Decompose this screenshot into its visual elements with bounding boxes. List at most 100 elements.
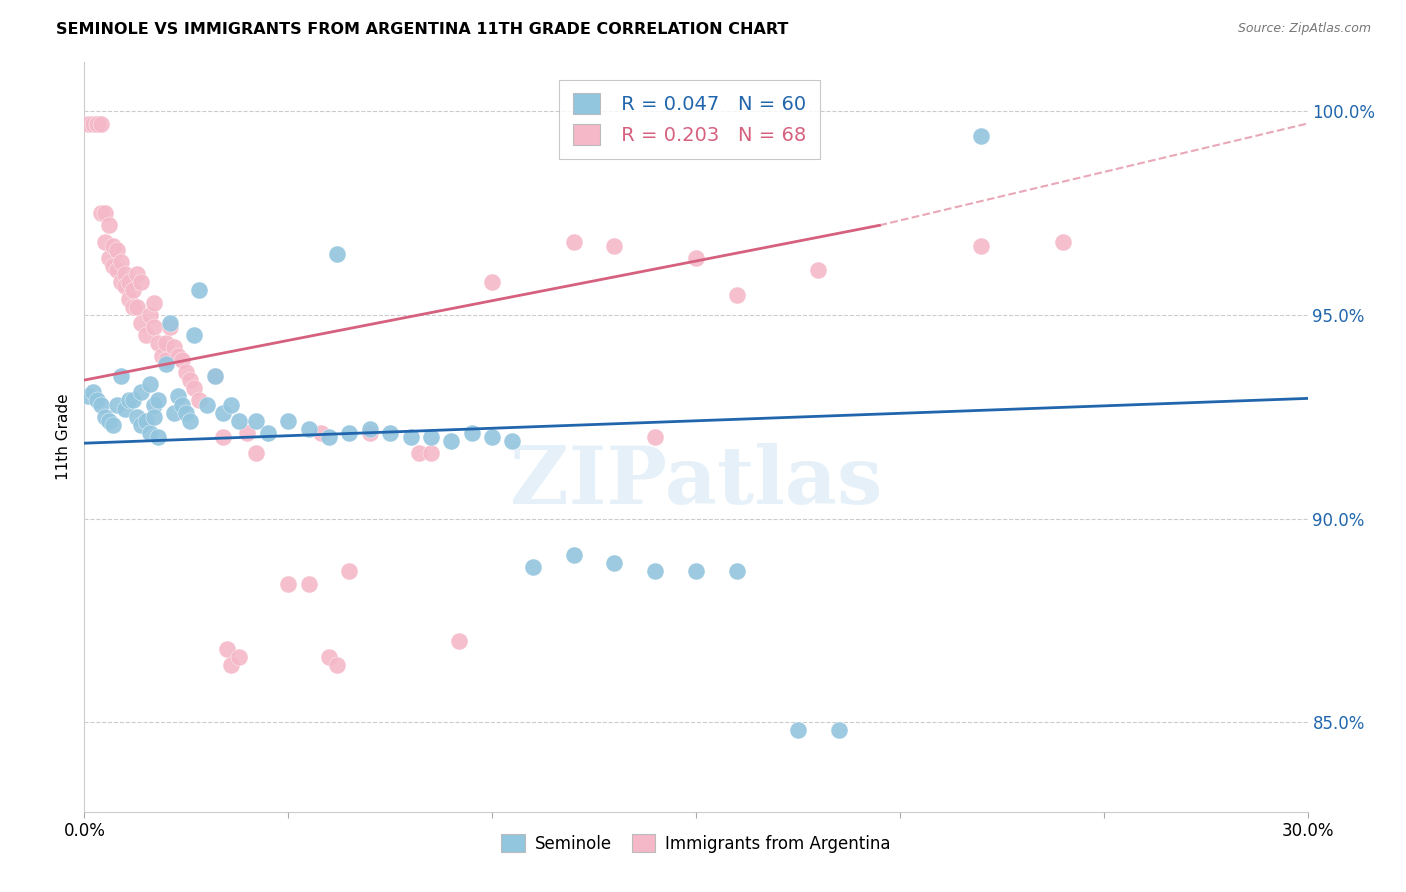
Point: [159, 316, 181, 330]
Point: [502, 434, 524, 449]
Point: [101, 259, 124, 273]
Point: [138, 425, 160, 440]
Point: [245, 446, 267, 460]
Point: [179, 414, 201, 428]
Point: [142, 295, 165, 310]
Point: [309, 425, 332, 440]
Point: [127, 409, 149, 424]
Point: [97, 219, 120, 233]
Point: [183, 328, 205, 343]
Point: [110, 255, 132, 269]
Point: [399, 430, 422, 444]
Point: [212, 406, 235, 420]
Point: [725, 565, 748, 579]
Point: [90, 206, 112, 220]
Point: [204, 369, 226, 384]
Point: [257, 425, 280, 440]
Point: [86, 116, 108, 130]
Point: [461, 425, 484, 440]
Point: [167, 389, 190, 403]
Point: [298, 422, 321, 436]
Point: [359, 422, 381, 436]
Point: [135, 328, 157, 343]
Point: [326, 658, 349, 673]
Point: [219, 658, 242, 673]
Point: [204, 369, 226, 384]
Point: [97, 251, 120, 265]
Point: [105, 243, 128, 257]
Point: [127, 267, 149, 281]
Point: [142, 320, 165, 334]
Point: [105, 397, 128, 411]
Point: [174, 406, 197, 420]
Point: [167, 349, 190, 363]
Point: [174, 365, 197, 379]
Point: [77, 116, 100, 130]
Text: ZIPatlas: ZIPatlas: [510, 443, 882, 521]
Point: [90, 397, 112, 411]
Point: [644, 565, 666, 579]
Point: [183, 381, 205, 395]
Point: [131, 276, 153, 290]
Point: [603, 238, 626, 252]
Point: [138, 308, 160, 322]
Point: [481, 430, 503, 444]
Point: [187, 284, 209, 298]
Point: [155, 352, 177, 367]
Point: [131, 316, 153, 330]
Point: [93, 235, 115, 249]
Point: [114, 401, 136, 416]
Point: [114, 267, 136, 281]
Point: [135, 414, 157, 428]
Point: [1052, 235, 1074, 249]
Point: [105, 263, 128, 277]
Y-axis label: 11th Grade: 11th Grade: [56, 393, 72, 481]
Point: [138, 377, 160, 392]
Point: [339, 565, 361, 579]
Point: [685, 565, 707, 579]
Point: [118, 276, 141, 290]
Point: [159, 320, 181, 334]
Point: [118, 393, 141, 408]
Point: [110, 369, 132, 384]
Point: [179, 373, 201, 387]
Point: [93, 409, 115, 424]
Point: [277, 576, 299, 591]
Point: [114, 279, 136, 293]
Point: [236, 425, 259, 440]
Point: [219, 397, 242, 411]
Point: [163, 341, 186, 355]
Point: [195, 397, 218, 411]
Point: [82, 116, 104, 130]
Point: [146, 430, 169, 444]
Point: [970, 238, 993, 252]
Point: [440, 434, 463, 449]
Point: [97, 414, 120, 428]
Point: [339, 425, 361, 440]
Point: [110, 276, 132, 290]
Text: Source: ZipAtlas.com: Source: ZipAtlas.com: [1237, 22, 1371, 36]
Point: [155, 357, 177, 371]
Point: [228, 650, 250, 665]
Point: [187, 393, 209, 408]
Text: SEMINOLE VS IMMIGRANTS FROM ARGENTINA 11TH GRADE CORRELATION CHART: SEMINOLE VS IMMIGRANTS FROM ARGENTINA 11…: [56, 22, 789, 37]
Point: [212, 430, 235, 444]
Point: [481, 276, 503, 290]
Point: [787, 723, 810, 738]
Point: [644, 430, 666, 444]
Point: [172, 397, 194, 411]
Point: [359, 425, 381, 440]
Point: [155, 336, 177, 351]
Point: [101, 417, 124, 432]
Point: [90, 116, 112, 130]
Point: [685, 251, 707, 265]
Point: [318, 650, 340, 665]
Point: [150, 349, 173, 363]
Legend: Seminole, Immigrants from Argentina: Seminole, Immigrants from Argentina: [495, 828, 897, 860]
Point: [603, 557, 626, 571]
Point: [420, 430, 443, 444]
Point: [77, 389, 100, 403]
Point: [163, 406, 186, 420]
Point: [142, 397, 165, 411]
Point: [142, 409, 165, 424]
